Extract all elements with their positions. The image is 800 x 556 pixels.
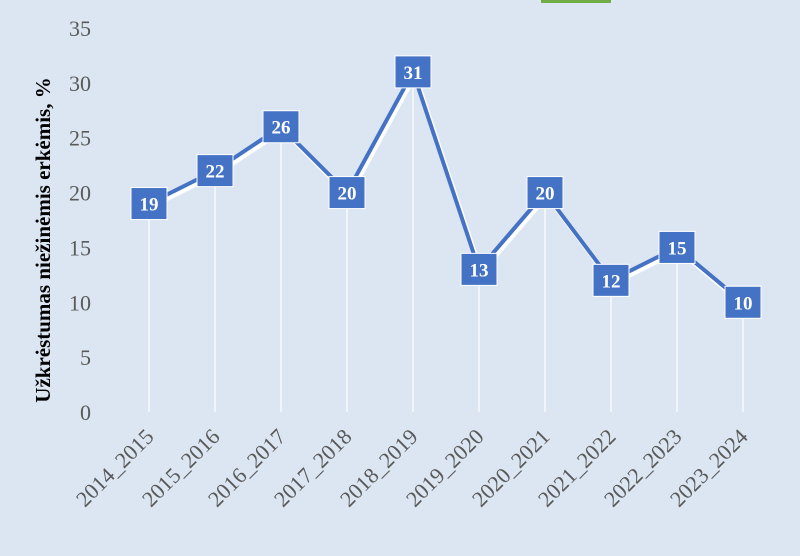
data-point-marker — [130, 187, 168, 221]
data-label: 26 — [272, 118, 291, 139]
data-point-marker — [724, 285, 762, 319]
y-tick-label: 5 — [80, 345, 91, 370]
y-tick-label: 0 — [80, 400, 91, 425]
data-label: 20 — [536, 184, 555, 205]
data-label: 31 — [404, 63, 423, 84]
data-point-marker — [460, 252, 498, 286]
y-tick-label: 30 — [69, 71, 91, 96]
y-axis-ticks: 0 5 10 15 20 25 30 35 — [69, 16, 91, 425]
top-accent-tab — [541, 0, 611, 3]
data-label: 10 — [734, 293, 753, 314]
y-tick-label: 20 — [69, 181, 91, 206]
data-label: 15 — [668, 238, 687, 259]
data-point-marker — [328, 176, 366, 210]
y-tick-label: 25 — [69, 126, 91, 151]
y-tick-label: 35 — [69, 16, 91, 41]
data-point-marker — [592, 263, 630, 297]
data-labels: 19 22 26 20 31 13 20 12 15 10 — [130, 55, 762, 319]
data-point-marker — [658, 230, 696, 264]
data-point-marker — [262, 110, 300, 144]
data-label: 19 — [140, 195, 159, 216]
series-line-group — [148, 69, 747, 308]
y-axis-label: Užkrėstumas niežinėmis erkėmis, % — [31, 77, 55, 402]
data-point-marker — [196, 154, 234, 188]
data-label: 22 — [206, 162, 225, 183]
data-label: 12 — [602, 271, 621, 292]
data-label: 20 — [338, 184, 357, 205]
drop-lines — [148, 71, 744, 412]
x-axis-ticks: 2014_20152015_20162016_20172017_20182018… — [71, 424, 753, 512]
data-point-marker — [394, 55, 432, 89]
y-tick-label: 10 — [69, 290, 91, 315]
data-label: 13 — [470, 260, 489, 281]
data-point-marker — [526, 176, 564, 210]
y-tick-label: 15 — [69, 235, 91, 260]
series-line — [148, 69, 745, 304]
